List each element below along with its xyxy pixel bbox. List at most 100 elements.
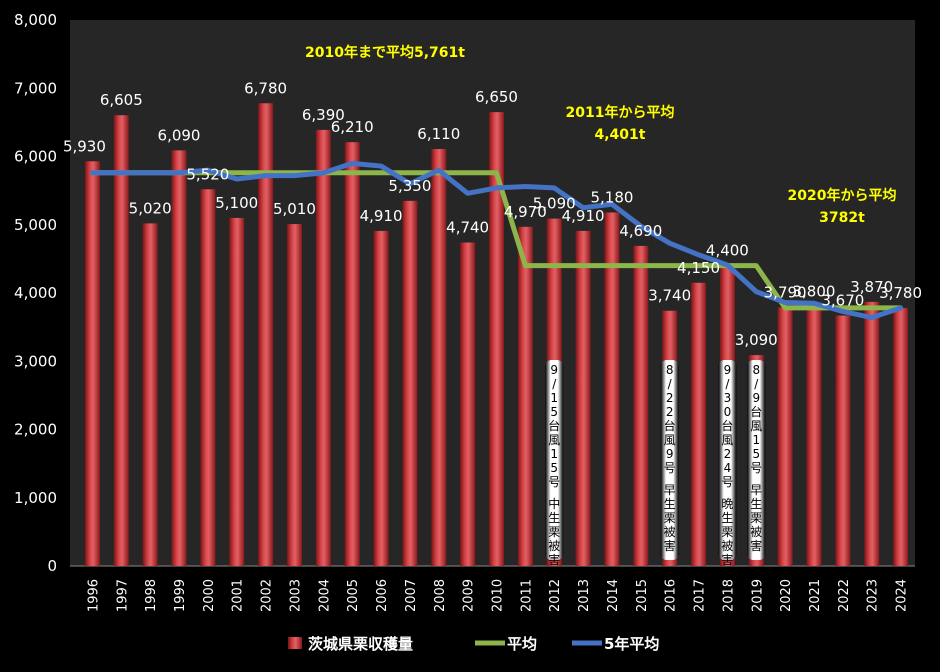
bar-value-labels: 5,930 6,605 5,020 6,090 5,520 5,100 6,780 5,010…: [63, 79, 922, 349]
bar-value-label: 3,800: [793, 283, 836, 301]
x-tick-label: 2003: [288, 579, 303, 612]
x-tick-label: 2005: [346, 579, 361, 612]
bar: [344, 142, 360, 567]
y-axis-ticks: 0 1,000 2,000 3,000 4,000 5,000 6,000 7,000 8,00…: [14, 11, 57, 575]
bar-value-label: 6,650: [475, 88, 518, 106]
x-tick-label: 1997: [115, 579, 130, 612]
bar: [286, 224, 302, 566]
bar-value-label: 5,930: [63, 137, 106, 155]
bar-value-label: 6,605: [100, 91, 143, 109]
bar-value-label: 4,150: [677, 259, 720, 277]
x-tick-label: 2021: [808, 579, 823, 612]
x-tick-label: 2008: [433, 579, 448, 612]
x-tick-label: 2017: [693, 579, 708, 612]
x-tick-label: 2019: [750, 579, 765, 612]
bar: [171, 150, 187, 567]
y-tick-label: 3,000: [14, 352, 57, 370]
x-tick-label: 2018: [721, 579, 736, 612]
bar-value-label: 6,210: [331, 118, 374, 136]
bar-value-label: 5,100: [215, 194, 258, 212]
x-tick-label: 2016: [664, 579, 679, 612]
bar-value-label: 5,180: [590, 188, 633, 206]
bar: [691, 282, 707, 566]
annotation-text: 2020年から平均: [788, 187, 897, 204]
legend: 茨城県栗収穫量 平均 5年平均: [288, 635, 659, 653]
x-tick-label: 2004: [317, 579, 332, 612]
x-tick-label: 2023: [866, 579, 881, 612]
bar: [373, 230, 389, 566]
bar-value-label: 3,780: [879, 284, 922, 302]
x-tick-label: 2001: [231, 579, 246, 612]
bar-value-label: 6,090: [158, 126, 201, 144]
bar-value-label: 5,010: [273, 200, 316, 218]
series-line: [89, 170, 904, 311]
annotation-text: 3782t: [819, 210, 865, 226]
bar-value-label: 3,790: [764, 283, 807, 301]
bar-value-label: 3,090: [735, 331, 778, 349]
x-tick-label: 2014: [606, 579, 621, 612]
bar-value-label: 6,390: [302, 106, 345, 124]
x-tick-label: 2006: [375, 579, 390, 612]
line-series: [89, 160, 904, 321]
event-label-text: 9/1 5 台風 1 5 号 中生栗被害: [548, 363, 560, 567]
bar-value-label: 5,520: [186, 165, 229, 183]
bar: [460, 242, 476, 566]
bar: [113, 115, 129, 567]
event-label-box: [747, 360, 766, 560]
y-tick-label: 6,000: [14, 148, 57, 166]
legend-label: 5年平均: [604, 635, 659, 653]
y-tick-label: 8,000: [14, 11, 57, 29]
bar-value-label: 4,910: [360, 207, 403, 225]
event-label-box: [718, 360, 737, 560]
y-tick-label: 5,000: [14, 216, 57, 234]
bar-value-label: 4,690: [619, 222, 662, 240]
bar-value-label: 6,110: [417, 125, 460, 143]
x-tick-label: 2010: [491, 579, 506, 612]
event-label-text: 9/3 0 台風 2 4 号 晩生栗被害: [721, 363, 733, 567]
bar-value-label: 3,670: [821, 292, 864, 310]
bar-value-label: 5,090: [533, 195, 576, 213]
bar-value-label: 4,910: [562, 207, 605, 225]
bar: [835, 315, 851, 566]
bar-value-label: 4,400: [706, 242, 749, 260]
x-tick-label: 1998: [144, 579, 159, 612]
annotation-text: 2011年から平均: [566, 104, 675, 121]
bar: [893, 308, 909, 566]
bar-value-label: 4,970: [504, 203, 547, 221]
bar: [142, 223, 158, 566]
bar: [431, 148, 447, 566]
bar: [229, 217, 245, 567]
x-tick-label: 2015: [635, 579, 650, 612]
bar-value-label: 5,350: [388, 177, 431, 195]
x-tick-label: 1999: [173, 579, 188, 612]
x-tick-label: 2000: [202, 579, 217, 612]
event-label-text: 8/9 台風 1 5 号 早生栗被害: [750, 363, 762, 553]
bar: [806, 306, 822, 566]
bar: [864, 301, 880, 566]
annotation-text: 2010年まで平均5,761t: [305, 44, 465, 61]
event-labels: 9/1 5 台風 1 5 号 中生栗被害 8/2 2 台風 9 号 早生栗被害 9/3 0 台風 2 4 号 晩…: [545, 360, 766, 567]
bar: [402, 200, 418, 567]
y-tick-label: 2,000: [14, 421, 57, 439]
x-tick-label: 2012: [548, 579, 563, 612]
x-tick-label: 2011: [519, 579, 534, 612]
y-tick-label: 4,000: [14, 284, 57, 302]
bar: [575, 230, 591, 566]
bar: [258, 103, 274, 566]
bar: [633, 245, 649, 566]
bar-value-label: 4,740: [446, 218, 489, 236]
event-label-box: [660, 360, 679, 560]
bar: [517, 226, 533, 567]
x-tick-label: 2002: [260, 579, 275, 612]
bar: [604, 212, 620, 566]
event-label-box: [545, 360, 564, 560]
legend-label: 茨城県栗収穫量: [308, 635, 413, 653]
legend-label: 平均: [507, 635, 537, 653]
bar: [489, 112, 504, 566]
legend-swatch-bar: [288, 637, 302, 649]
series-line: [89, 160, 904, 321]
annotation-text: 4,401t: [595, 127, 646, 143]
y-tick-label: 0: [47, 557, 57, 575]
x-tick-label: 2022: [837, 579, 852, 612]
